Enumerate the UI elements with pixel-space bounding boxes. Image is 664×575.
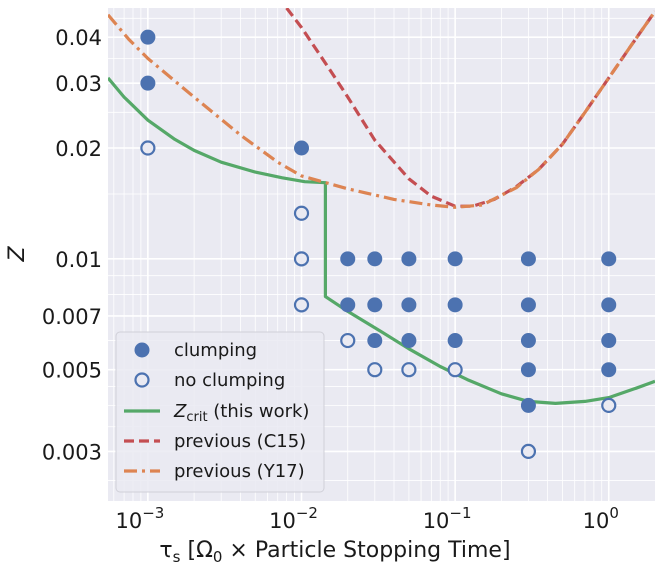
legend-label: Zcrit (this work) — [173, 401, 309, 425]
no-clumping-point — [340, 332, 356, 349]
no-clumping-point — [520, 443, 537, 459]
no-clumping-point — [601, 397, 617, 413]
legend: clumping no clumping Zcrit (this work) prev… — [115, 331, 325, 493]
clumping-point — [401, 333, 417, 349]
x-tick-label: 100 — [583, 504, 619, 533]
clumping-point — [294, 140, 310, 156]
no-clumping-point — [293, 251, 310, 267]
x-tick-label: 10−2 — [269, 504, 318, 533]
clumping-point — [601, 297, 617, 313]
legend-marker-no-clumping — [134, 372, 150, 388]
x-axis-label: τs [Ω0 × Particle Stopping Time] — [159, 538, 510, 566]
no-clumping-point — [447, 362, 463, 378]
y-tick-label: 0.003 — [42, 440, 102, 464]
y-axis-label: Z — [5, 246, 30, 263]
legend-box — [115, 331, 325, 493]
clumping-point — [367, 333, 383, 349]
legend-label: no clumping — [174, 370, 285, 391]
no-clumping-point — [401, 362, 417, 378]
clumping-point — [601, 333, 617, 349]
clumping-point — [401, 251, 417, 267]
series-line — [285, 8, 655, 208]
clumping-point — [447, 333, 463, 349]
clumping-point — [140, 29, 156, 45]
clumping-point — [520, 397, 536, 413]
clumping-point — [520, 362, 536, 378]
x-tick-labels: 10−3 10−2 10−1 100 — [115, 504, 618, 533]
legend-label: previous (C15) — [174, 431, 306, 452]
clumping-point — [340, 251, 356, 267]
clumping-point — [340, 297, 356, 313]
no-clumping-point — [293, 205, 310, 221]
y-tick-label: 0.03 — [55, 72, 102, 96]
legend-label: clumping — [174, 340, 257, 361]
legend-marker-clumping — [134, 342, 150, 358]
y-tick-labels: 0.04 0.03 0.02 0.01 0.007 0.005 0.003 — [42, 26, 102, 464]
clumping-point — [140, 75, 156, 91]
clumping-point — [520, 251, 536, 267]
y-tick-label: 0.01 — [55, 248, 102, 272]
y-tick-label: 0.04 — [55, 26, 102, 50]
y-tick-label: 0.02 — [55, 137, 102, 161]
clumping-point — [601, 251, 617, 267]
no-clumping-point — [140, 140, 156, 156]
clumping-point — [601, 362, 617, 378]
clumping-point — [447, 297, 463, 313]
clumping-point — [367, 297, 383, 313]
no-clumping-point — [367, 362, 383, 378]
clumping-point — [367, 251, 383, 267]
series-line — [108, 10, 655, 209]
x-tick-label: 10−1 — [423, 504, 472, 533]
x-tick-label: 10−3 — [115, 504, 164, 533]
clumping-point — [520, 333, 536, 349]
series-markers — [140, 29, 617, 459]
legend-label: previous (Y17) — [174, 461, 305, 482]
no-clumping-point — [293, 297, 310, 313]
clumping-point — [447, 251, 463, 267]
clumping-point — [401, 297, 417, 313]
y-tick-label: 0.007 — [42, 305, 102, 329]
y-tick-label: 0.005 — [42, 359, 102, 383]
clumping-point — [520, 297, 536, 313]
